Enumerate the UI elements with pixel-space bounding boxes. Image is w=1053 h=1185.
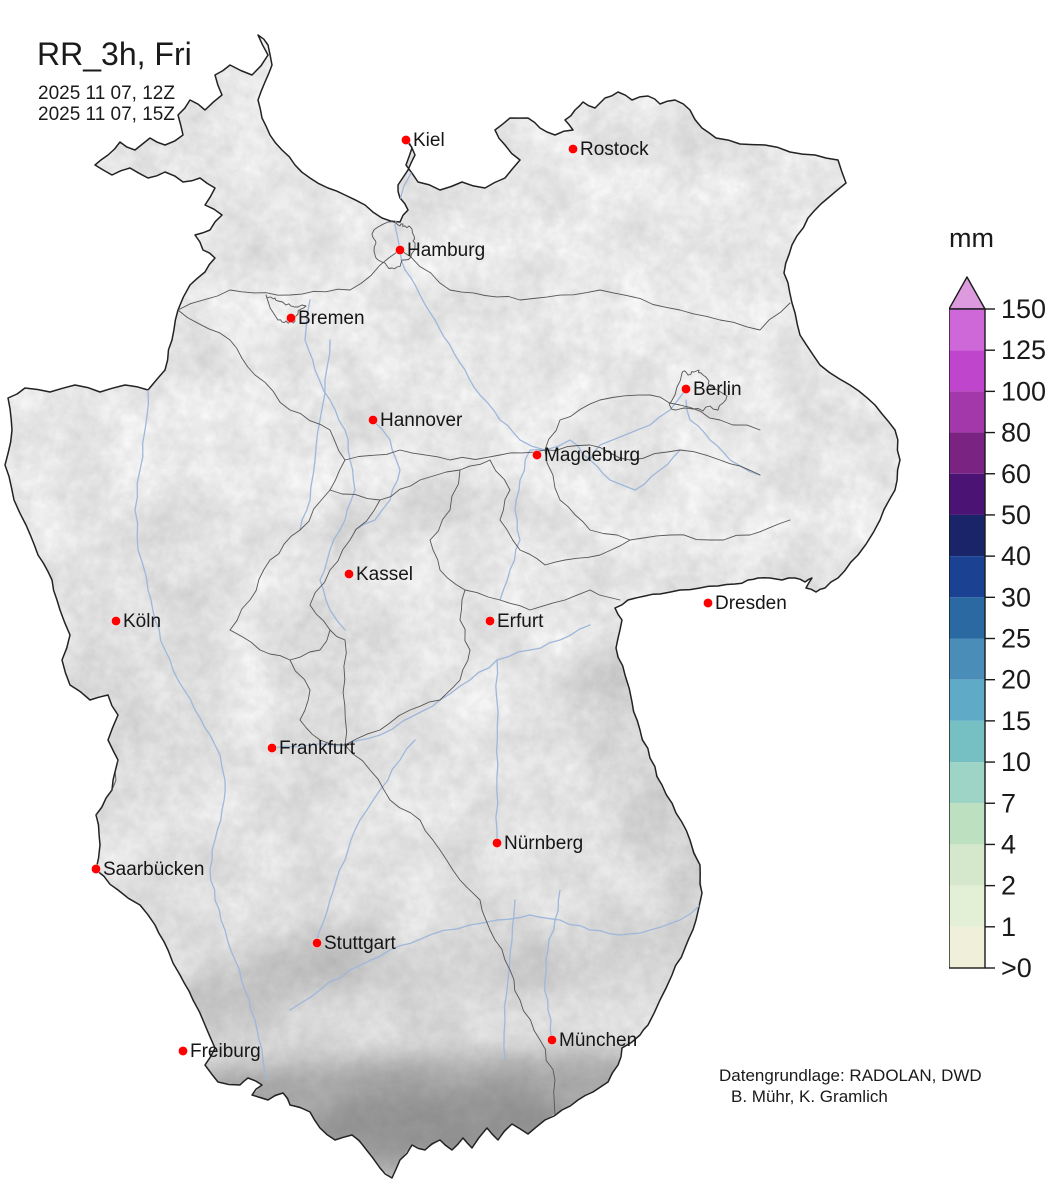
svg-text:Saarbücken: Saarbücken: [103, 859, 204, 880]
svg-text:20: 20: [1001, 665, 1031, 695]
svg-text:15: 15: [1001, 706, 1031, 736]
svg-text:>0: >0: [1001, 953, 1032, 983]
svg-text:Hannover: Hannover: [380, 410, 463, 431]
svg-text:25: 25: [1001, 624, 1031, 654]
svg-text:10: 10: [1001, 747, 1031, 777]
svg-text:150: 150: [1001, 294, 1046, 324]
svg-text:80: 80: [1001, 418, 1031, 448]
svg-text:Köln: Köln: [123, 611, 161, 632]
svg-text:1: 1: [1001, 912, 1016, 942]
svg-text:Hamburg: Hamburg: [407, 240, 485, 261]
svg-text:Stuttgart: Stuttgart: [324, 933, 397, 954]
svg-text:Nürnberg: Nürnberg: [504, 833, 583, 854]
svg-text:Kiel: Kiel: [413, 130, 445, 151]
svg-text:40: 40: [1001, 541, 1031, 571]
svg-text:Freiburg: Freiburg: [190, 1041, 261, 1062]
svg-text:Erfurt: Erfurt: [497, 611, 544, 632]
svg-text:Rostock: Rostock: [580, 139, 649, 160]
svg-text:Bremen: Bremen: [298, 308, 365, 329]
svg-text:Kassel: Kassel: [356, 564, 413, 585]
svg-text:Berlin: Berlin: [693, 379, 742, 400]
svg-text:mm: mm: [949, 225, 994, 253]
svg-text:2: 2: [1001, 871, 1016, 901]
svg-text:50: 50: [1001, 500, 1031, 530]
svg-text:30: 30: [1001, 582, 1031, 612]
svg-text:125: 125: [1001, 335, 1046, 365]
svg-text:100: 100: [1001, 376, 1046, 406]
svg-text:4: 4: [1001, 829, 1016, 859]
svg-text:München: München: [559, 1030, 637, 1051]
svg-text:Dresden: Dresden: [715, 593, 787, 614]
svg-text:Magdeburg: Magdeburg: [544, 445, 640, 466]
svg-text:60: 60: [1001, 459, 1031, 489]
svg-text:7: 7: [1001, 788, 1016, 818]
svg-text:Frankfurt: Frankfurt: [279, 738, 356, 759]
